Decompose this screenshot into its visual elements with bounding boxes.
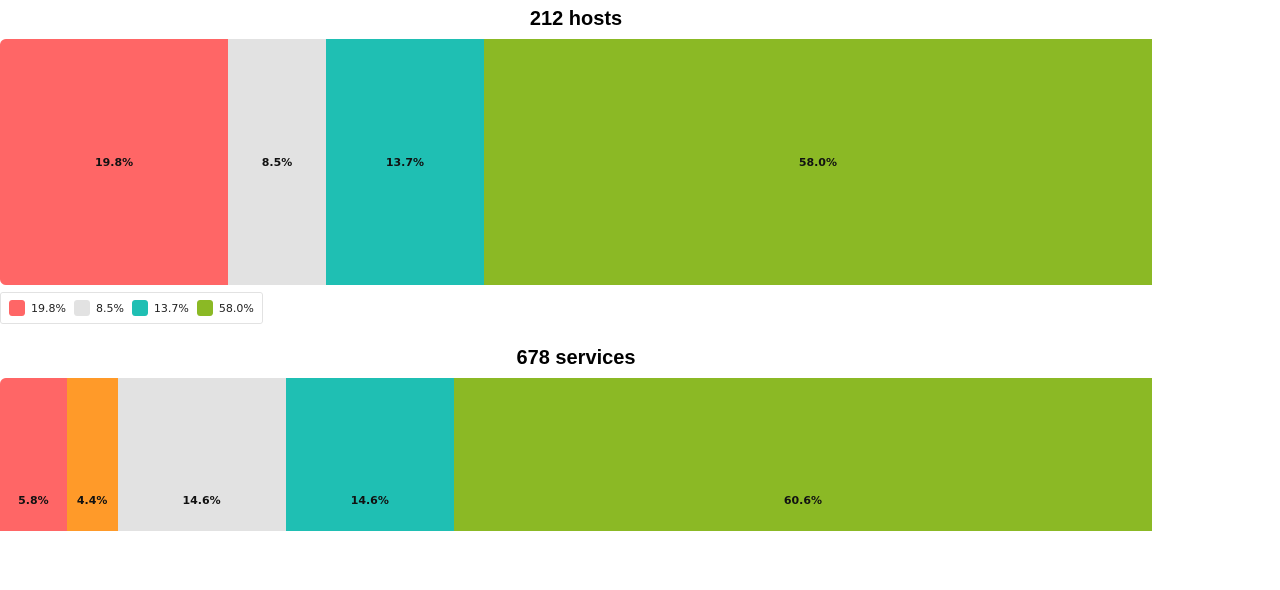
services-segment-label: 14.6% — [350, 494, 389, 507]
hosts-segment-label: 13.7% — [385, 155, 424, 169]
hosts-stacked-bar: 19.8% 8.5% 13.7% 58.0% — [0, 39, 1152, 285]
services-segment-3: 14.6% — [117, 378, 286, 531]
hosts-segment-1: 19.8% — [0, 39, 229, 285]
legend-item[interactable]: 13.7% — [131, 300, 189, 316]
legend-label: 19.8% — [31, 301, 66, 315]
legend-label: 13.7% — [153, 301, 189, 315]
legend-label: 58.0% — [218, 301, 254, 315]
hosts-segment-label: 58.0% — [798, 155, 837, 169]
services-segment-4: 14.6% — [285, 378, 454, 531]
legend-swatch — [9, 300, 25, 316]
hosts-segment-2: 8.5% — [228, 39, 326, 285]
services-chart-title: 678 services — [516, 347, 636, 369]
legend-item[interactable]: 19.8% — [9, 300, 66, 316]
legend-item[interactable]: 8.5% — [73, 300, 124, 316]
services-segment-label: 14.6% — [182, 494, 221, 507]
legend-swatch — [131, 300, 148, 316]
services-segment-label: 5.8% — [18, 494, 49, 507]
legend-swatch — [196, 300, 213, 316]
services-segment-5: 60.6% — [453, 378, 1152, 531]
services-stacked-bar: 5.8% 4.4% 14.6% 14.6% 60.6% — [0, 378, 1152, 531]
hosts-segment-label: 8.5% — [261, 155, 293, 169]
hosts-legend: 19.8% 8.5% 13.7% 58.0% — [0, 292, 263, 324]
legend-swatch — [73, 300, 90, 316]
services-segment-label: 60.6% — [783, 494, 823, 507]
hosts-segment-label: 19.8% — [94, 155, 134, 169]
legend-item[interactable]: 58.0% — [196, 300, 254, 316]
hosts-segment-3: 13.7% — [326, 39, 484, 285]
hosts-segment-4: 58.0% — [483, 39, 1152, 285]
services-segment-label: 4.4% — [76, 494, 108, 507]
hosts-chart-title: 212 hosts — [529, 8, 623, 30]
legend-label: 8.5% — [95, 301, 124, 315]
services-segment-2: 4.4% — [66, 378, 118, 531]
services-segment-1: 5.8% — [0, 378, 67, 531]
